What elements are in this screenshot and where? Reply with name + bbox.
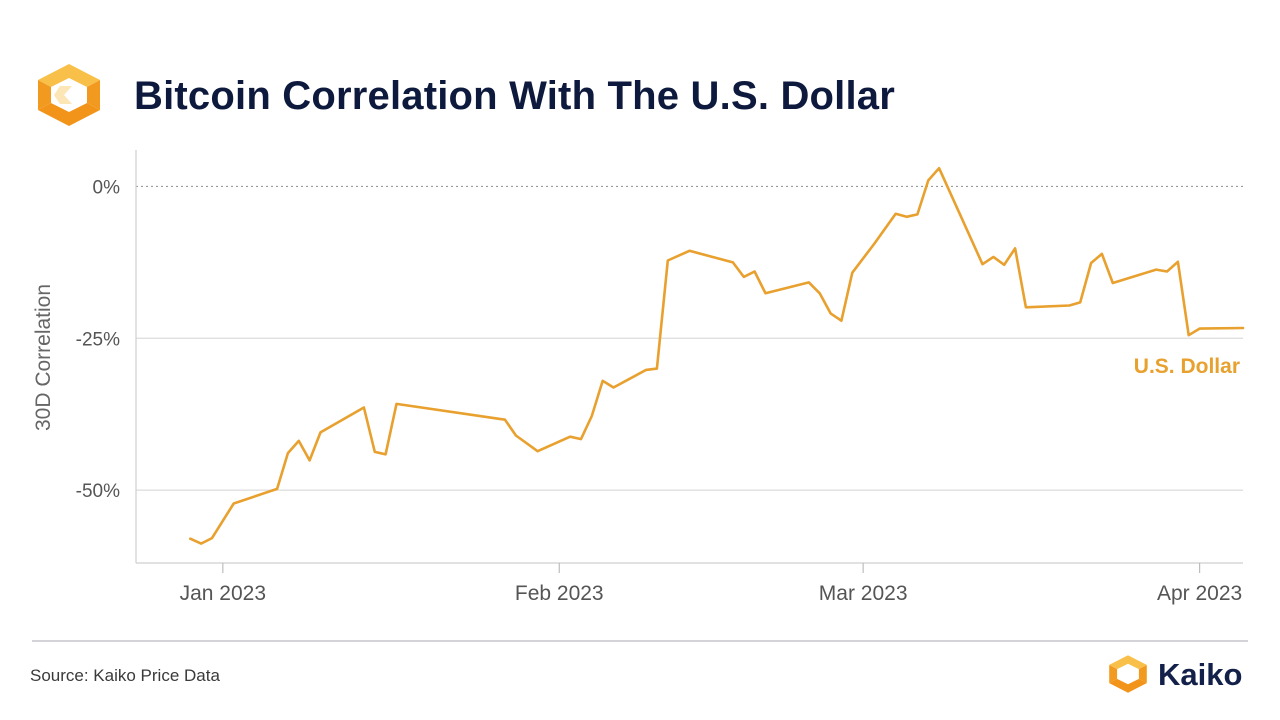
y-tick-label: 0% <box>93 177 121 198</box>
x-tick-label: Jan 2023 <box>180 582 266 605</box>
source-note: Source: Kaiko Price Data <box>30 666 220 685</box>
axes <box>135 150 1243 573</box>
page-title: Bitcoin Correlation With The U.S. Dollar <box>134 74 896 118</box>
kaiko-logo-icon <box>1109 655 1147 693</box>
footer-divider <box>32 640 1248 642</box>
x-tick-label: Apr 2023 <box>1157 582 1242 605</box>
y-tick-label: -25% <box>76 329 120 350</box>
brand-logo: Kaiko <box>1106 654 1266 696</box>
brand-name: Kaiko <box>1158 657 1243 692</box>
series-line-us-dollar <box>189 166 1245 545</box>
x-tick-label: Feb 2023 <box>515 582 604 605</box>
y-axis-title: 30D Correlation <box>32 284 55 431</box>
series-layer <box>189 166 1245 545</box>
y-tick-label: -50% <box>76 481 120 502</box>
line-chart: 0% -25% -50% Jan 2023 Feb 2023 Mar 2023 Apr 20… <box>32 150 1245 605</box>
x-tick-label: Mar 2023 <box>819 582 908 605</box>
grid-lines <box>136 185 1243 491</box>
kaiko-logo-icon <box>38 64 100 126</box>
tick-labels: 0% -25% -50% Jan 2023 Feb 2023 Mar 2023 Apr 20… <box>32 177 1242 605</box>
series-label: U.S. Dollar <box>1134 355 1240 378</box>
